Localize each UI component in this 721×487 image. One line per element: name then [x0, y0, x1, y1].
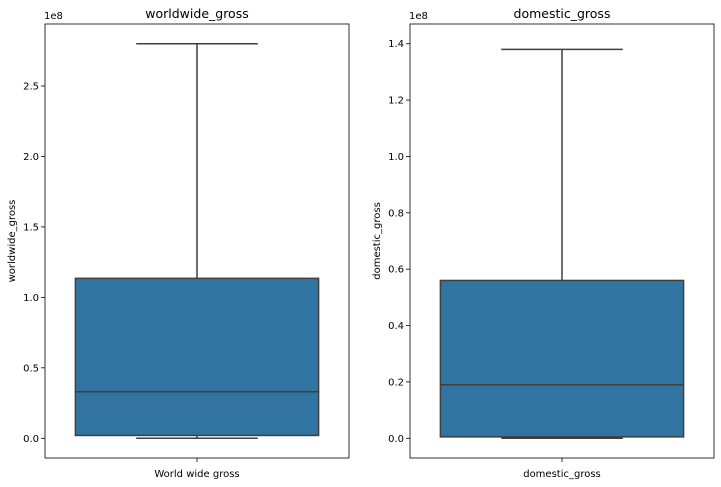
worldwide-gross-axes-frame	[44, 23, 350, 459]
domestic-gross-axes-frame	[409, 23, 715, 459]
domestic-gross-y-tick-label: 0.4	[388, 321, 404, 332]
worldwide-gross-y-tick-label: 1.0	[23, 293, 39, 304]
worldwide-gross-y-tick-label: 1.5	[23, 222, 39, 233]
worldwide-gross-box	[74, 277, 320, 437]
worldwide-gross-title: worldwide_gross	[145, 6, 248, 21]
worldwide-gross-offset-text: 1e8	[44, 11, 63, 22]
domestic-gross-y-tick-label: 1.0	[388, 152, 404, 163]
domestic-gross-panel: domestic_gross 1e8 0.0 0.2 0.4 0.6 0.8 1.0 1.2…	[372, 6, 715, 480]
worldwide-gross-x-label: World wide gross	[154, 469, 239, 480]
worldwide-gross-y-tick-label: 2.0	[23, 152, 39, 163]
domestic-gross-boxplot	[439, 48, 685, 440]
domestic-gross-title: domestic_gross	[514, 6, 611, 21]
domestic-gross-x-label: domestic_gross	[523, 469, 601, 480]
domestic-gross-y-tick-label: 1.4	[388, 39, 404, 50]
domestic-gross-y-tick-label: 1.2	[388, 96, 404, 107]
domestic-gross-offset-text: 1e8	[409, 11, 428, 22]
domestic-gross-y-tick-label: 0.0	[388, 434, 404, 445]
worldwide-gross-y-ticks: 0.0 0.5 1.0 1.5 2.0 2.5	[23, 82, 198, 462]
domestic-gross-y-tick-label: 0.6	[388, 265, 404, 276]
domestic-gross-y-tick-label: 0.2	[388, 377, 404, 388]
worldwide-gross-boxplot	[74, 42, 320, 440]
worldwide-gross-y-tick-label: 0.0	[23, 434, 39, 445]
domestic-gross-y-label: domestic_gross	[372, 202, 383, 280]
domestic-gross-y-tick-label: 0.8	[388, 208, 404, 219]
worldwide-gross-y-tick-label: 2.5	[23, 82, 39, 93]
domestic-gross-box	[439, 279, 685, 438]
worldwide-gross-y-label: worldwide_gross	[7, 200, 18, 283]
worldwide-gross-y-tick-label: 0.5	[23, 363, 39, 374]
domestic-gross-y-ticks: 0.0 0.2 0.4 0.6 0.8 1.0 1.2 1.4	[388, 39, 563, 462]
worldwide-gross-panel: worldwide_gross 1e8 0.0 0.5 1.0 1.5 2.0 2.5 W…	[7, 6, 350, 480]
